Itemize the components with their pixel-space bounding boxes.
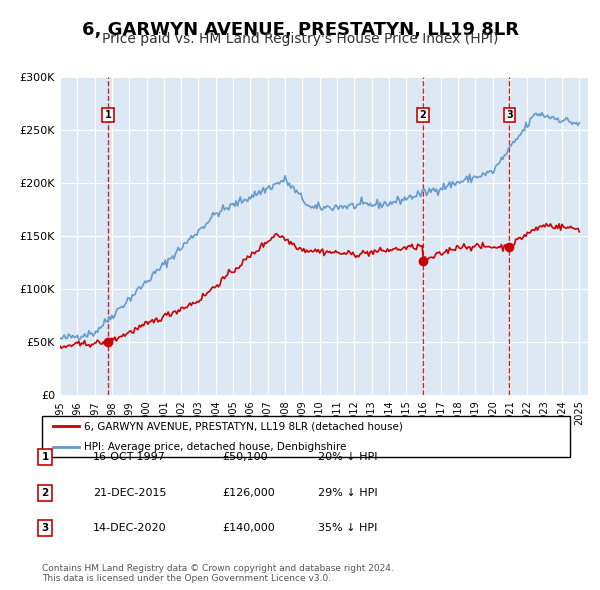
Text: Price paid vs. HM Land Registry's House Price Index (HPI): Price paid vs. HM Land Registry's House … [102, 32, 498, 47]
Text: 14-DEC-2020: 14-DEC-2020 [93, 523, 167, 533]
Text: 1: 1 [41, 453, 49, 462]
FancyBboxPatch shape [42, 416, 570, 457]
Text: Contains HM Land Registry data © Crown copyright and database right 2024.
This d: Contains HM Land Registry data © Crown c… [42, 563, 394, 583]
Text: HPI: Average price, detached house, Denbighshire: HPI: Average price, detached house, Denb… [84, 442, 347, 452]
Text: 29% ↓ HPI: 29% ↓ HPI [318, 488, 377, 497]
Text: 1: 1 [105, 110, 112, 120]
Text: 21-DEC-2015: 21-DEC-2015 [93, 488, 167, 497]
Text: £140,000: £140,000 [222, 523, 275, 533]
Text: £50,100: £50,100 [222, 453, 268, 462]
Text: £126,000: £126,000 [222, 488, 275, 497]
Text: 20% ↓ HPI: 20% ↓ HPI [318, 453, 377, 462]
Text: 2: 2 [41, 488, 49, 497]
Text: 6, GARWYN AVENUE, PRESTATYN, LL19 8LR: 6, GARWYN AVENUE, PRESTATYN, LL19 8LR [82, 21, 518, 39]
Text: 6, GARWYN AVENUE, PRESTATYN, LL19 8LR (detached house): 6, GARWYN AVENUE, PRESTATYN, LL19 8LR (d… [84, 421, 403, 431]
Text: 16-OCT-1997: 16-OCT-1997 [93, 453, 166, 462]
Text: 2: 2 [419, 110, 427, 120]
Text: 35% ↓ HPI: 35% ↓ HPI [318, 523, 377, 533]
Text: 3: 3 [506, 110, 513, 120]
Text: 3: 3 [41, 523, 49, 533]
